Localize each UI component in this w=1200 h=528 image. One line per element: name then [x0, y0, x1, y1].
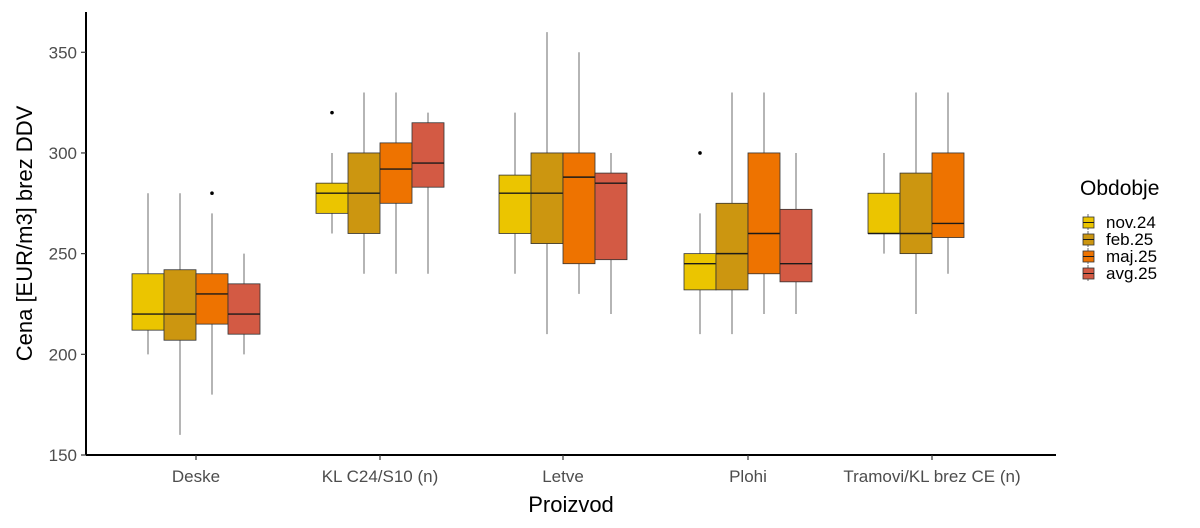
- boxplot-maj.25-letve: [562, 52, 596, 294]
- legend-label: avg.25: [1106, 264, 1157, 283]
- x-tick-label: Tramovi/KL brez CE (n): [843, 467, 1020, 486]
- box: [227, 283, 261, 335]
- box: [498, 174, 532, 234]
- boxplot-feb.25-kl-c24-s10-n-: [347, 92, 381, 274]
- legend-item-maj.25: maj.25: [1082, 247, 1157, 266]
- y-tick-label: 250: [49, 245, 77, 264]
- box: [683, 253, 717, 291]
- y-tick-label: 150: [49, 446, 77, 465]
- outlier-point: [210, 191, 214, 196]
- boxplot-nov.24-tramovi-kl-brez-ce-n-: [867, 152, 901, 254]
- box: [715, 202, 749, 291]
- boxplot-maj.25-kl-c24-s10-n-: [379, 92, 413, 274]
- x-axis-title: Proizvod: [528, 492, 614, 517]
- legend-label: maj.25: [1106, 247, 1157, 266]
- x-tick-label: Letve: [542, 467, 584, 486]
- box: [530, 152, 564, 244]
- boxplot-feb.25-letve: [530, 32, 564, 335]
- legend-item-avg.25: avg.25: [1082, 264, 1157, 283]
- boxplot-maj.25-tramovi-kl-brez-ce-n-: [931, 92, 965, 274]
- legend-title: Obdobje: [1080, 177, 1159, 200]
- legend-item-feb.25: feb.25: [1082, 230, 1153, 249]
- axes: 150 200 250 300 350 Deske KL C24/S10 (n) Letve…: [12, 12, 1056, 517]
- boxplot-avg.25-letve: [594, 152, 628, 315]
- box: [779, 208, 813, 283]
- box: [163, 269, 197, 341]
- box: [747, 152, 781, 275]
- outlier-point: [698, 151, 702, 155]
- boxplot-nov.24-plohi: [683, 151, 717, 335]
- plot-area: [131, 32, 965, 435]
- box: [195, 273, 229, 325]
- boxplot-avg.25-kl-c24-s10-n-: [411, 112, 445, 274]
- box: [594, 172, 628, 261]
- y-axis-ticks: 150 200 250 300 350: [49, 43, 86, 465]
- boxplot-avg.25-deske: [227, 253, 261, 355]
- legend-label: nov.24: [1106, 213, 1156, 232]
- boxplot-feb.25-tramovi-kl-brez-ce-n-: [899, 92, 933, 315]
- box: [931, 152, 965, 238]
- box: [131, 273, 165, 331]
- box: [867, 192, 901, 234]
- legend-label: feb.25: [1106, 230, 1153, 249]
- legend-item-nov.24: nov.24: [1082, 213, 1156, 232]
- box: [899, 172, 933, 255]
- x-tick-label: KL C24/S10 (n): [322, 467, 439, 486]
- y-axis-title: Cena [EUR/m3] brez DDV: [12, 105, 37, 361]
- boxplot-feb.25-deske: [163, 193, 197, 435]
- boxplot-avg.25-plohi: [779, 152, 813, 315]
- x-tick-label: Deske: [172, 467, 220, 486]
- outlier-point: [330, 110, 334, 115]
- box: [411, 122, 445, 188]
- box: [315, 182, 349, 214]
- boxplot-maj.25-deske: [195, 191, 229, 395]
- x-axis-ticks: Deske KL C24/S10 (n) Letve Plohi Tramovi/KL …: [172, 455, 1021, 486]
- box: [562, 152, 596, 265]
- boxplot-nov.24-deske: [131, 193, 165, 355]
- boxplot-nov.24-kl-c24-s10-n-: [315, 110, 349, 234]
- x-tick-label: Plohi: [729, 467, 767, 486]
- y-tick-label: 350: [49, 43, 77, 62]
- boxplot-maj.25-plohi: [747, 92, 781, 315]
- box: [379, 142, 413, 204]
- y-tick-label: 300: [49, 144, 77, 163]
- boxplot-feb.25-plohi: [715, 92, 749, 335]
- boxplot-nov.24-letve: [498, 112, 532, 274]
- y-tick-label: 200: [49, 345, 77, 364]
